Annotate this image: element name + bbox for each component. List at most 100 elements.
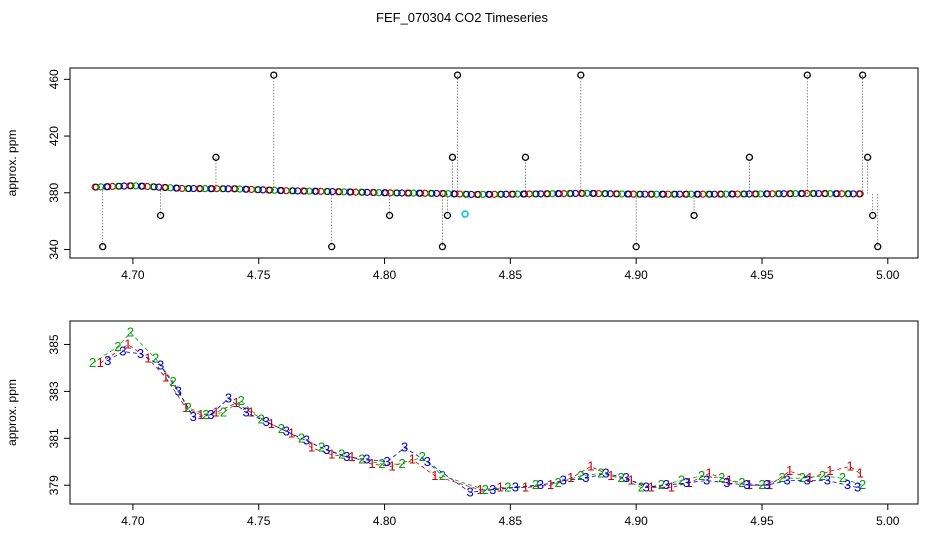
series-marker: 2	[237, 393, 244, 408]
series-marker: 1	[288, 426, 295, 441]
series-marker: 3	[763, 477, 770, 492]
data-point	[336, 188, 343, 196]
data-point	[120, 182, 128, 190]
data-point	[537, 190, 545, 198]
series-marker: 2	[819, 468, 826, 483]
series-marker: 1	[497, 480, 504, 495]
series-marker: 2	[799, 470, 806, 485]
y-tick-label: 380	[47, 182, 61, 202]
series-marker: 1	[409, 451, 416, 466]
series-marker: 1	[607, 468, 614, 483]
data-point	[856, 190, 864, 198]
data-point	[636, 190, 644, 198]
series-marker: 1	[348, 449, 355, 464]
highlight-point	[461, 210, 469, 218]
chart-title: FEF_070304 CO2 Timeseries	[376, 10, 548, 25]
data-point	[791, 190, 800, 198]
series-marker: 3	[683, 475, 690, 490]
series-marker: 3	[243, 405, 250, 420]
x-tick-label: 4.80	[373, 268, 397, 282]
data-point	[173, 184, 181, 192]
series-marker: 1	[806, 470, 813, 485]
series-marker: 2	[698, 468, 705, 483]
y-tick-label: 340	[47, 239, 61, 259]
co2-detail-panel: 4.70 4.75 4.80 4.85 4.90 4.95 5.00 379 381 383 385…	[5, 320, 919, 528]
data-point	[417, 189, 424, 197]
series-marker: 3	[424, 454, 431, 469]
data-point	[201, 185, 209, 193]
data-point	[514, 190, 522, 198]
series-marker: 1	[826, 463, 833, 478]
series-marker: 1	[388, 458, 395, 473]
data-point	[648, 190, 656, 198]
data-point	[525, 190, 533, 198]
data-point	[548, 190, 556, 198]
data-point	[555, 190, 563, 198]
data-point	[567, 190, 575, 197]
x-tick-label: 4.80	[373, 514, 397, 528]
data-point	[178, 184, 186, 193]
data-point	[317, 187, 325, 195]
data-point	[752, 190, 760, 198]
series-marker: 3	[804, 473, 811, 488]
spike-point	[690, 211, 698, 220]
data-point	[532, 190, 540, 198]
data-point	[509, 190, 517, 198]
series-marker: 2	[482, 482, 489, 497]
data-point	[822, 190, 829, 197]
series-marker: 2	[597, 466, 604, 481]
data-point	[108, 182, 117, 191]
spike-point	[156, 211, 165, 220]
series-marker: 2	[258, 412, 265, 427]
data-point	[787, 190, 795, 198]
series-marker: 3	[784, 473, 791, 488]
series-marker: 3	[466, 484, 473, 499]
data-point	[694, 190, 702, 198]
data-point	[421, 189, 429, 197]
data-point	[456, 190, 464, 198]
data-point	[560, 189, 568, 198]
series-marker: 2	[378, 456, 385, 471]
data-point	[613, 190, 621, 198]
data-point	[127, 182, 135, 190]
data-point	[676, 190, 684, 198]
spike-point	[577, 71, 585, 79]
data-point	[606, 190, 614, 198]
data-point	[833, 190, 841, 198]
series-line	[107, 351, 858, 493]
series-marker: 1	[668, 480, 675, 495]
data-point	[405, 189, 413, 197]
data-point	[398, 189, 406, 197]
x-tick-label: 4.90	[624, 268, 648, 282]
data-point	[166, 184, 175, 192]
series-marker: 3	[663, 477, 670, 492]
series-marker: 2	[338, 447, 345, 462]
series-marker: 2	[555, 475, 562, 490]
data-point	[155, 183, 163, 191]
series-marker: 1	[846, 458, 853, 473]
x-tick-label: 4.90	[624, 514, 648, 528]
x-tick-label: 4.70	[121, 514, 145, 528]
series-marker: 3	[363, 451, 370, 466]
data-point	[775, 190, 783, 198]
y-axis-label: approx. ppm	[5, 130, 19, 197]
x-tick-label: 4.95	[750, 514, 774, 528]
data-point	[197, 185, 204, 193]
series-marker: 3	[824, 473, 831, 488]
series-marker: 2	[152, 351, 159, 366]
data-point	[502, 190, 510, 198]
data-point	[706, 190, 714, 198]
data-point	[224, 185, 232, 193]
data-point	[618, 190, 626, 198]
series-marker: 3	[602, 466, 609, 481]
x-tick-label: 4.75	[247, 514, 271, 528]
data-point	[799, 190, 806, 197]
series-marker: 1	[706, 466, 713, 481]
series-marker: 2	[220, 405, 227, 420]
series-marker: 3	[723, 475, 730, 490]
series-marker: 2	[718, 470, 725, 485]
data-point	[243, 185, 251, 193]
data-point	[150, 183, 158, 191]
data-point	[764, 190, 772, 198]
